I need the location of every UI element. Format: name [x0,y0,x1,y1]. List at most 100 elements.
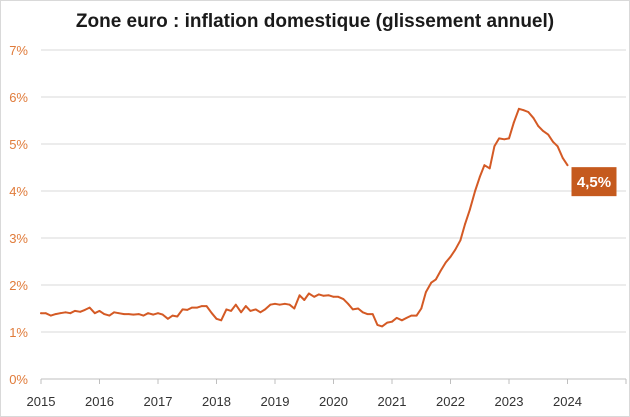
data-point [137,313,140,315]
data-point [117,312,120,315]
data-point [225,308,228,311]
data-point [366,313,369,315]
data-point [264,308,266,311]
data-point [234,303,237,306]
data-point [54,313,57,315]
x-tick-label: 2017 [144,394,173,409]
callout-box [571,167,617,197]
data-point [488,167,491,170]
data-point [205,305,208,307]
data-point [552,140,554,143]
data-point [181,308,184,311]
gridlines [41,49,626,333]
data-point [132,313,135,316]
data-point [420,307,423,310]
data-point [566,164,569,167]
callout-label: 4,5% [577,174,611,191]
data-point [152,313,155,316]
x-tick-label: 2022 [436,394,465,409]
data-point [298,294,301,297]
y-tick-label: 3% [9,231,28,246]
data-point [459,239,462,242]
data-point [196,306,199,309]
data-point [254,308,257,311]
data-point [176,315,179,318]
data-point [244,305,247,307]
data-point [161,313,164,316]
data-point [518,107,520,110]
data-point [167,317,169,320]
data-point [278,303,281,306]
data-point [269,303,272,306]
data-point [103,313,106,315]
data-point [88,306,91,309]
data-point [508,137,510,140]
data-point [293,307,296,310]
chart-title: Zone euro : inflation domestique (glisse… [76,11,554,32]
data-point [401,319,403,322]
x-tick-label: 2021 [378,394,407,409]
data-point [123,313,125,315]
x-tick-label: 2020 [319,394,348,409]
data-point [532,117,535,120]
data-point [74,310,76,312]
x-tick-label: 2015 [27,394,56,409]
data-point [547,133,550,136]
data-point [395,317,398,319]
data-point [220,319,223,322]
data-point [274,302,276,305]
data-point [337,295,340,298]
data-point [84,309,86,311]
data-point [498,137,500,140]
data-point [127,313,130,315]
data-point [113,311,115,314]
data-point [527,111,530,113]
data-point [415,314,418,317]
data-point [386,321,389,324]
data-point [230,310,233,312]
data-point [98,310,101,312]
data-point [435,278,437,281]
x-tick-label: 2019 [261,394,290,409]
data-point [313,295,316,298]
data-point [215,317,218,320]
y-tick-label: 6% [9,90,28,105]
data-point [351,308,354,311]
x-tick-label: 2018 [202,394,231,409]
data-point [44,312,47,315]
data-point [556,145,559,148]
data-point [503,138,506,141]
data-point [464,223,466,225]
data-point [284,302,286,305]
data-point [147,312,150,315]
data-point [444,261,447,264]
y-tick-label: 1% [9,325,28,340]
x-tick-label: 2023 [495,394,524,409]
data-point [391,320,393,323]
data-point [69,312,72,315]
data-point [327,294,330,297]
data-point [454,248,457,251]
data-point [142,314,145,317]
data-point [93,312,96,315]
data-point [322,294,325,297]
data-point [347,302,349,305]
data-point [201,305,203,307]
y-tick-label: 5% [9,137,28,152]
data-point [240,311,243,314]
data-point [50,314,52,317]
data-point [449,255,452,258]
data-point [318,293,320,296]
data-point [259,311,262,314]
data-point [483,164,486,167]
data-point [64,311,67,314]
data-point [157,312,159,315]
data-point [191,306,193,309]
series-layer [40,107,569,328]
data-point [303,299,306,301]
data-point [308,292,310,295]
data-point [371,313,374,315]
data-point [332,295,335,298]
